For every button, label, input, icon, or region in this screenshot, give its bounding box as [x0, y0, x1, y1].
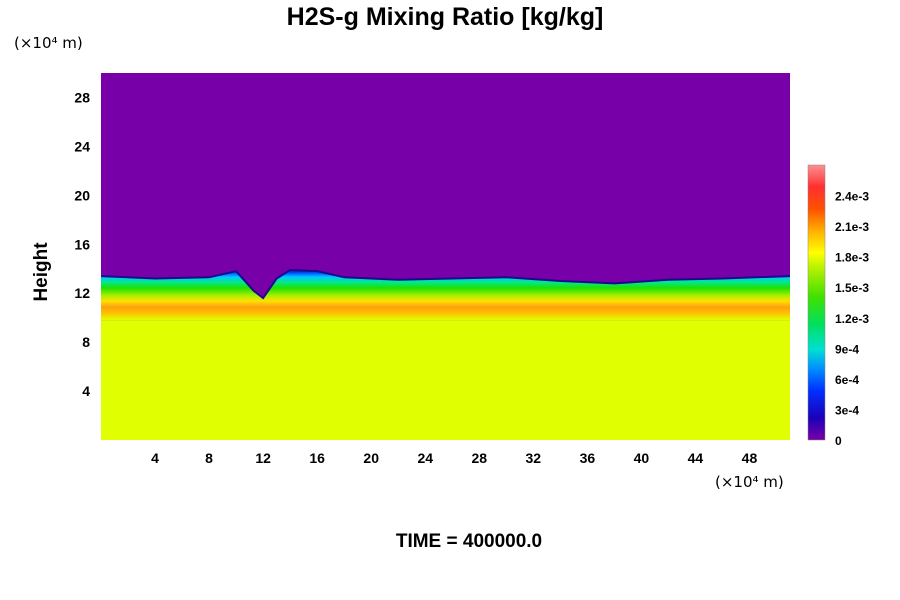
colorbar-tick-label: 1.5e-3 [835, 281, 869, 295]
colorbar-tick-label: 9e-4 [835, 342, 859, 356]
x-tick-label: 40 [634, 450, 650, 466]
x-axis-unit: (×10⁴ m) [715, 473, 784, 491]
colorbar-tick-label: 6e-4 [835, 373, 859, 387]
x-tick-label: 4 [151, 450, 159, 466]
y-tick-label: 16 [74, 236, 90, 252]
colorbar: 0 3e-4 6e-4 9e-4 1.2e-3 1.5e-3 1.8e-3 2.1e-3 2.4… [807, 164, 869, 448]
colorbar-scale [807, 164, 826, 441]
x-tick-label: 8 [205, 450, 213, 466]
x-tick-label: 36 [580, 450, 596, 466]
x-tick-label: 20 [363, 450, 379, 466]
chart-title: H2S-g Mixing Ratio [kg/kg] [286, 3, 604, 31]
x-tick-label: 24 [417, 450, 433, 466]
x-tick-label: 12 [255, 450, 271, 466]
time-label: TIME = 400000.0 [395, 531, 543, 552]
y-tick-label: 24 [74, 138, 90, 154]
x-tick-label: 32 [526, 450, 542, 466]
lower-layer [101, 320, 790, 440]
colorbar-tick-label: 2.1e-3 [835, 220, 869, 234]
y-axis-unit: (×10⁴ m) [14, 34, 83, 52]
y-tick-label: 8 [82, 334, 90, 350]
x-tick-label: 48 [742, 450, 758, 466]
y-tick-label: 4 [82, 383, 90, 399]
x-tick-label: 28 [471, 450, 487, 466]
y-tick-label: 28 [74, 89, 90, 105]
plot-area [100, 73, 791, 440]
colorbar-tick-label: 2.4e-3 [835, 190, 869, 204]
colorbar-tick-label: 1.8e-3 [835, 251, 869, 265]
colorbar-tick-label: 1.2e-3 [835, 312, 869, 326]
x-tick-label: 16 [309, 450, 325, 466]
x-tick-label: 44 [688, 450, 704, 466]
colorbar-tick-label: 3e-4 [835, 403, 859, 417]
y-tick-label: 20 [74, 187, 90, 203]
colorbar-tick-label: 0 [835, 434, 842, 448]
y-tick-label: 12 [74, 285, 90, 301]
mixing-layer [101, 269, 790, 321]
interface-line [100, 268, 791, 300]
